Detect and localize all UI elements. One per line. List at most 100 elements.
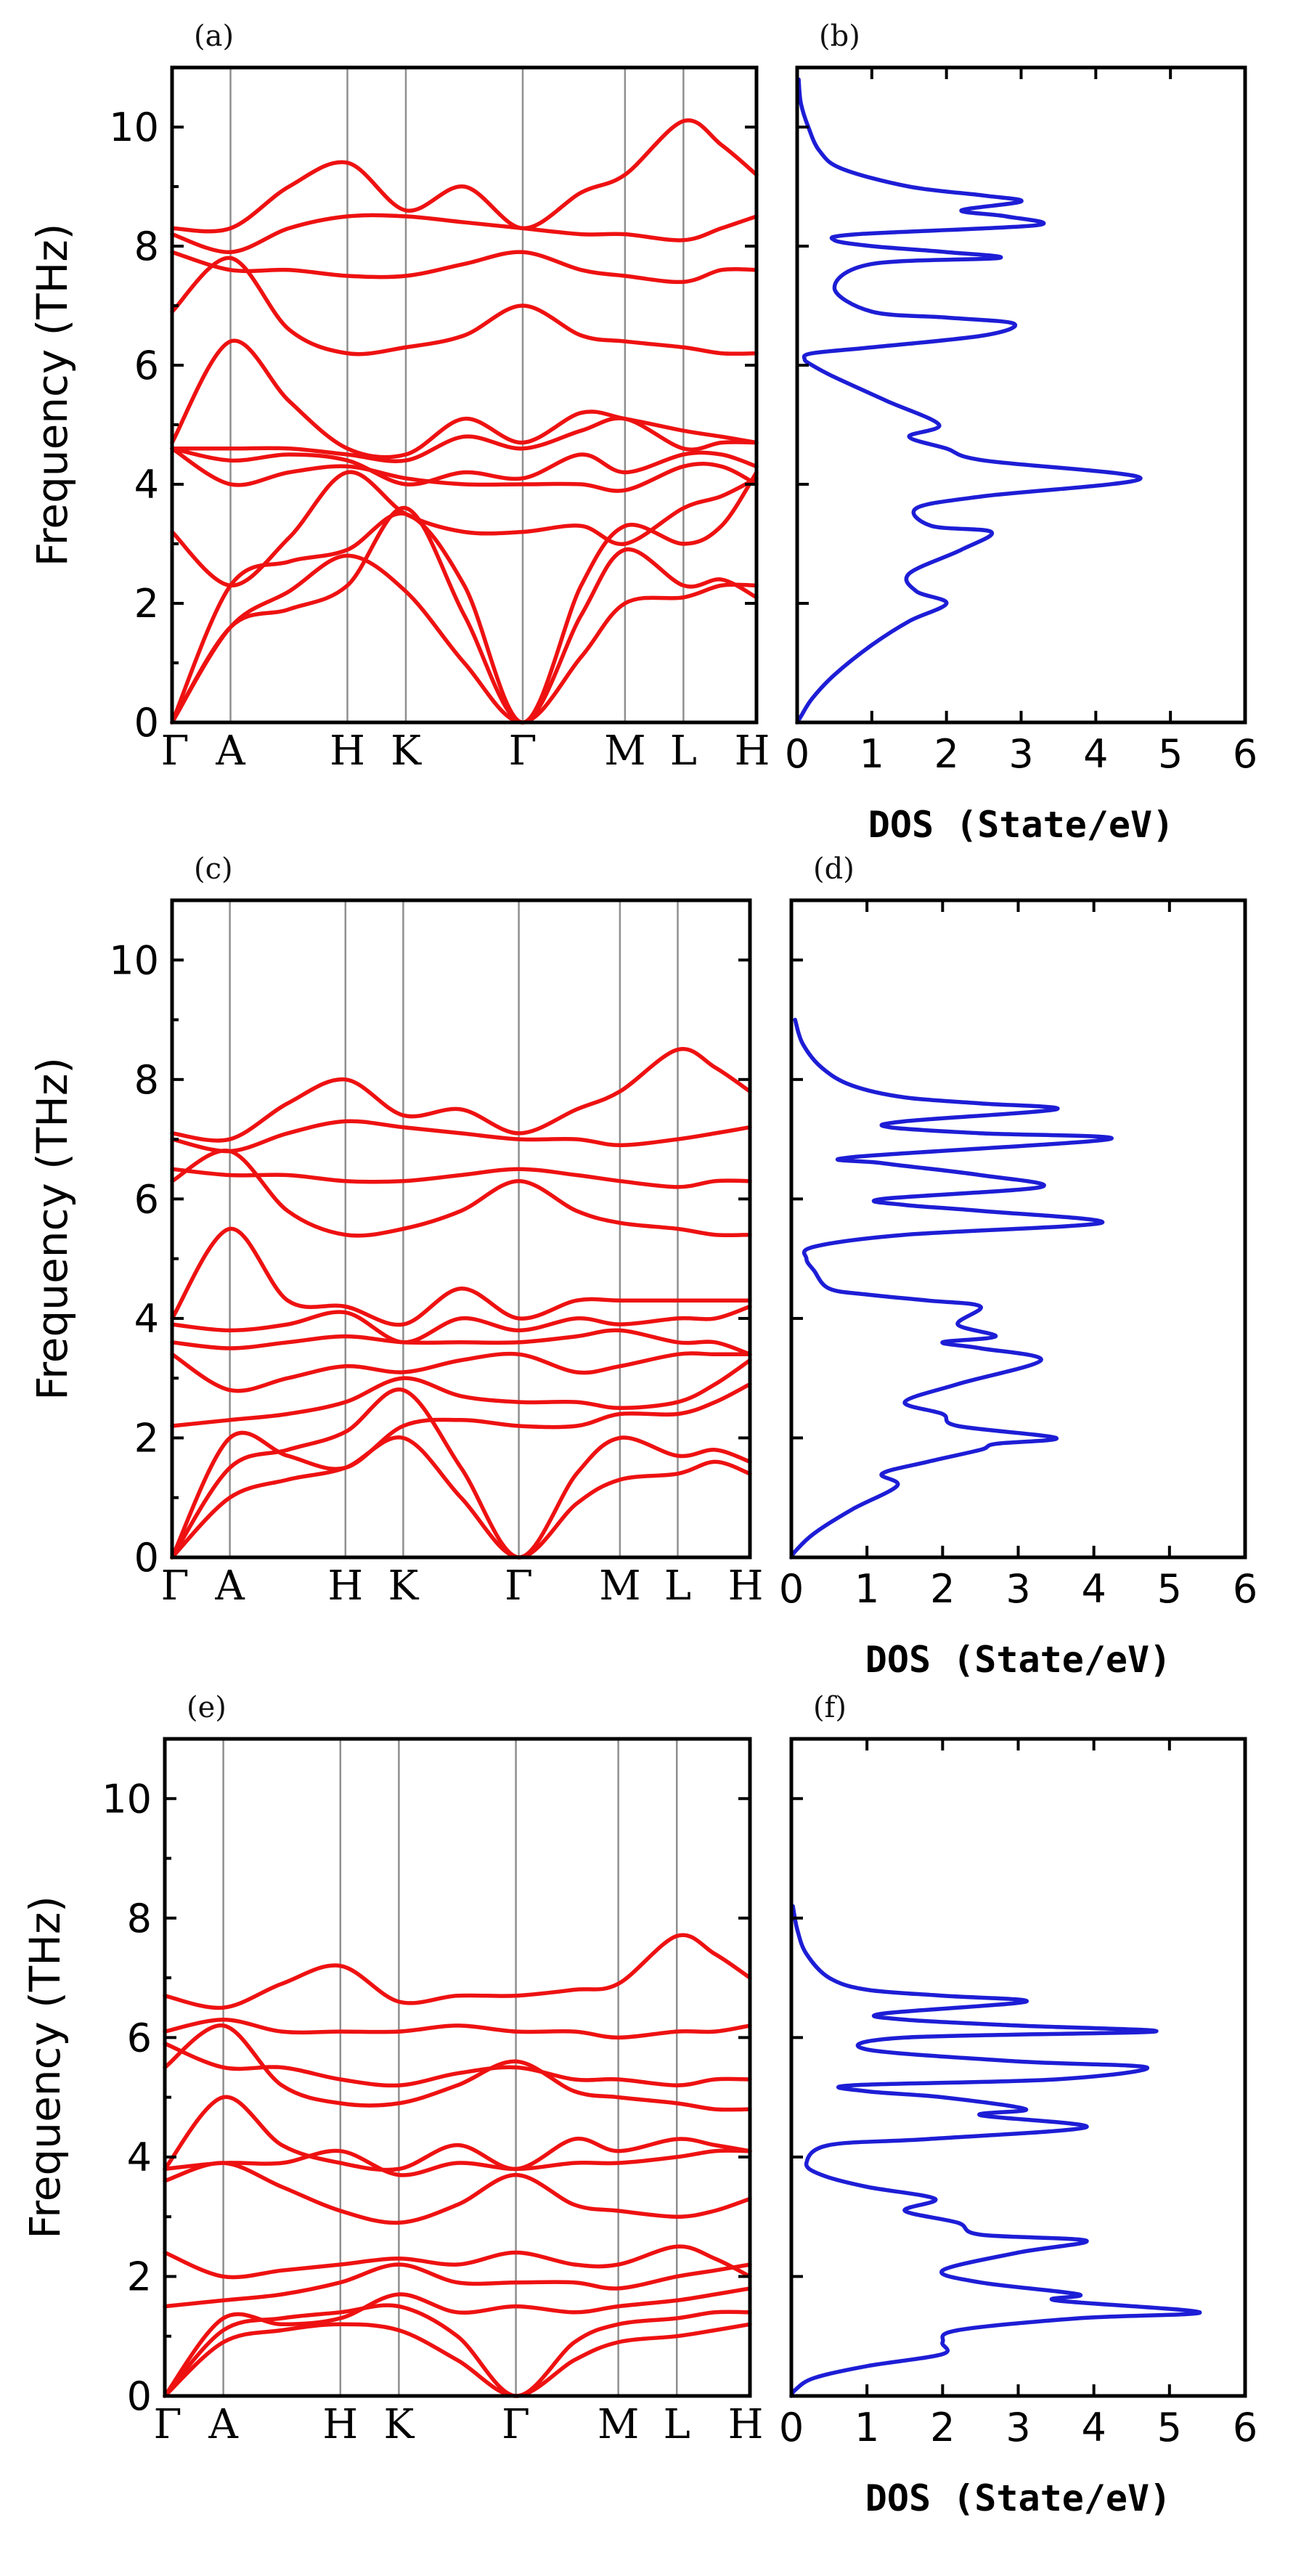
y-tick-label-e-2: 2 — [127, 2254, 152, 2299]
x-tick-label-f-3: 3 — [1006, 2405, 1030, 2450]
phonon-band-e-7 — [163, 2148, 752, 2177]
phonon-band-e-12 — [163, 1933, 752, 2010]
plot-frame-e — [163, 1737, 752, 2398]
panel-f: (f) 0 1 2 3 4 5 6 DOS (State/eV) — [779, 1691, 1257, 2519]
x-tick-label-d-4: 4 — [1081, 1566, 1106, 1612]
phonon-band-a-2 — [170, 506, 759, 725]
phonon-band-a-4 — [170, 470, 759, 588]
x-tick-label-d-2: 2 — [930, 1566, 955, 1612]
y-tick-label-c-2: 2 — [134, 1415, 159, 1461]
phonon-band-e-4 — [163, 2262, 752, 2309]
x-tick-label-d-1: 1 — [855, 1566, 879, 1612]
kpoint-label-a-6: L — [670, 727, 697, 775]
phonon-band-a-11 — [170, 213, 759, 254]
plot-frame-f — [789, 1737, 1247, 2398]
kpoint-label-c-3: K — [388, 1562, 419, 1610]
y-tick-label-c-4: 4 — [134, 1296, 159, 1342]
kpoint-label-e-1: A — [208, 2401, 238, 2448]
phonon-band-a-9 — [170, 256, 759, 356]
phonon-band-c-12 — [170, 1047, 752, 1143]
phonon-band-e-8 — [163, 2095, 752, 2172]
x-tick-label-b-6: 6 — [1233, 731, 1257, 777]
y-tick-label-c-0: 0 — [134, 1535, 159, 1581]
kpoint-label-e-6: L — [664, 2401, 690, 2448]
dos-curve-d — [789, 1017, 1114, 1560]
kpoint-label-e-5: M — [598, 2401, 639, 2448]
x-tick-label-b-0: 0 — [785, 731, 809, 777]
phonon-band-c-4 — [170, 1358, 752, 1428]
y-tick-label-a-4: 4 — [134, 462, 159, 508]
x-axis-label-b: DOS (State/eV) — [868, 804, 1174, 846]
y-tick-label-c-8: 8 — [134, 1057, 159, 1103]
plot-frame-a — [170, 65, 759, 725]
x-tick-label-b-5: 5 — [1158, 731, 1183, 777]
kpoint-label-e-2: H — [322, 2401, 358, 2448]
panel-label-e: (e) — [187, 1691, 227, 1724]
phonon-band-c-7 — [170, 1304, 752, 1345]
x-tick-label-b-4: 4 — [1083, 731, 1108, 777]
y-tick-label-a-6: 6 — [134, 343, 159, 388]
phonon-band-a-8 — [170, 338, 759, 460]
phonon-band-e-9 — [163, 2023, 752, 2112]
phonon-band-c-5 — [170, 1351, 752, 1393]
phonon-band-a-7 — [170, 416, 759, 463]
x-tick-label-d-0: 0 — [779, 1566, 804, 1612]
panel-label-f: (f) — [813, 1691, 847, 1724]
y-tick-label-a-10: 10 — [109, 105, 159, 150]
kpoint-label-a-0: Γ — [161, 727, 189, 775]
phonon-band-e-3 — [163, 2286, 752, 2398]
phonon-band-a-3 — [170, 470, 759, 725]
y-tick-label-a-0: 0 — [134, 700, 159, 746]
phonon-band-e-1 — [163, 2322, 752, 2398]
kpoint-label-e-3: K — [383, 2401, 415, 2448]
panel-label-b: (b) — [819, 20, 860, 53]
y-tick-label-e-0: 0 — [127, 2373, 152, 2419]
phonon-band-c-9 — [170, 1149, 752, 1238]
plot-frame-c — [170, 898, 752, 1560]
kpoint-label-a-5: M — [604, 727, 645, 775]
kpoint-label-a-3: K — [391, 727, 422, 775]
phonon-band-c-1 — [170, 1435, 752, 1560]
y-tick-label-e-10: 10 — [102, 1776, 152, 1822]
phonon-band-a-5 — [170, 447, 759, 493]
y-tick-label-c-6: 6 — [134, 1176, 159, 1222]
kpoint-label-c-2: H — [327, 1562, 363, 1610]
phonon-band-e-10 — [163, 2041, 752, 2088]
kpoint-label-c-1: A — [214, 1562, 245, 1610]
phonon-band-e-5 — [163, 2244, 752, 2280]
x-axis-label-f: DOS (State/eV) — [865, 2477, 1171, 2519]
panel-b: (b) 0 1 2 3 4 5 6 DOS (State/eV) — [785, 20, 1257, 846]
kpoint-label-a-7: H — [735, 727, 770, 775]
phonon-band-e-6 — [163, 2161, 752, 2225]
x-tick-label-f-2: 2 — [930, 2405, 955, 2450]
phonon-band-c-11 — [170, 1119, 752, 1154]
y-axis-label-c: Frequency (THz) — [28, 1057, 77, 1401]
y-tick-label-e-4: 4 — [127, 2135, 152, 2180]
plot-frame-d — [789, 898, 1247, 1560]
phonon-band-c-2 — [170, 1387, 752, 1560]
kpoint-label-e-0: Γ — [154, 2401, 182, 2448]
x-tick-label-d-5: 5 — [1157, 1566, 1182, 1612]
y-tick-label-c-10: 10 — [109, 937, 159, 983]
phonon-band-a-12 — [170, 118, 759, 234]
phonon-band-c-8 — [170, 1226, 752, 1327]
x-tick-label-b-2: 2 — [934, 731, 958, 777]
x-tick-label-f-0: 0 — [779, 2405, 804, 2450]
x-tick-label-b-1: 1 — [860, 731, 884, 777]
x-tick-label-d-6: 6 — [1233, 1566, 1257, 1612]
phonon-band-e-11 — [163, 2017, 752, 2040]
phonon-band-a-6 — [170, 447, 759, 486]
kpoint-label-e-4: Γ — [502, 2401, 530, 2448]
kpoint-label-e-7: H — [728, 2401, 764, 2448]
y-axis-label-e: Frequency (THz) — [20, 1896, 70, 2239]
y-tick-label-a-2: 2 — [134, 581, 159, 627]
x-tick-label-d-3: 3 — [1006, 1566, 1030, 1612]
kpoint-label-c-6: L — [664, 1562, 691, 1610]
kpoint-label-a-4: Γ — [509, 727, 537, 775]
x-axis-label-d: DOS (State/eV) — [865, 1639, 1171, 1681]
